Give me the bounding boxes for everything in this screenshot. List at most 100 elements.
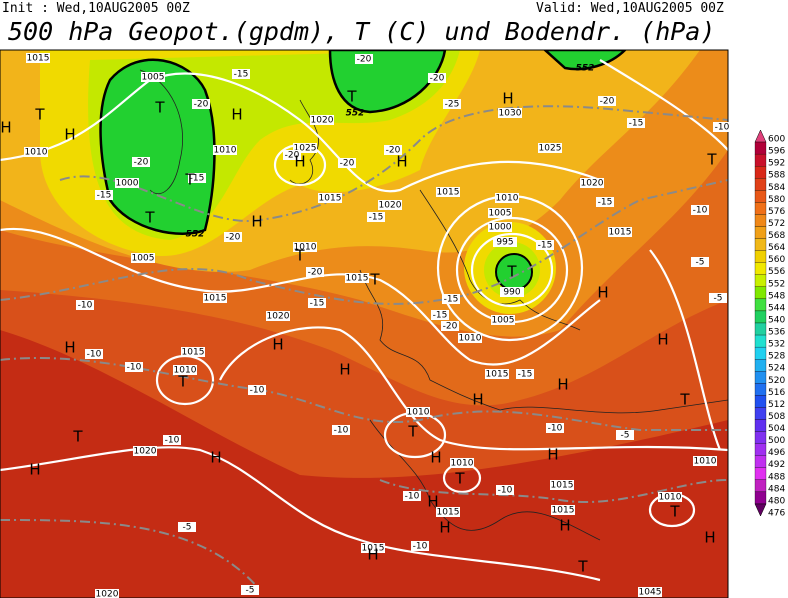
isobar-label: 1020: [581, 179, 604, 189]
isotherm-label-box: [691, 205, 709, 215]
colorbar-swatch: [754, 298, 767, 312]
isobar-label: 995: [496, 238, 513, 248]
colorbar: 600 596 592 588 584 580 576 572 568 564 560 556 552 5…: [754, 129, 785, 518]
pressure-center: H: [430, 449, 441, 467]
colorbar-swatch: [754, 178, 767, 191]
pressure-center: T: [369, 271, 380, 289]
colorbar-swatch: [754, 141, 767, 155]
isotherm-label-box: [308, 298, 326, 308]
pressure-center: H: [559, 517, 570, 535]
isobar-label: 1015: [552, 506, 575, 516]
isotherm-label-box: [338, 158, 356, 168]
isobar-label: 1020: [311, 116, 334, 126]
isobar-label: 1015: [182, 348, 205, 358]
colorbar-label: 496: [768, 448, 785, 458]
isobar-label: 1010: [451, 459, 474, 469]
init-time: Init : Wed,10AUG2005 00Z: [2, 1, 190, 16]
pressure-center: H: [704, 529, 715, 547]
isotherm-label-box: [224, 232, 242, 242]
pressure-center: H: [272, 336, 283, 354]
isotherm-label-box: [241, 585, 259, 595]
isobar-label: 1005: [142, 73, 165, 83]
isobar-label-box: [500, 287, 524, 297]
isotherm-label-box: [188, 173, 206, 183]
pressure-center: H: [0, 119, 11, 137]
colorbar-swatch: [754, 274, 767, 287]
isotherm-label: -20: [600, 97, 615, 107]
pressure-center: T: [346, 88, 357, 106]
isobar-label: 1010: [659, 493, 682, 503]
isobar-label-box: [608, 227, 632, 237]
isobar-label-box: [266, 311, 290, 321]
isotherm-label-box: [95, 190, 113, 200]
isobar-label: 1030: [499, 109, 522, 119]
isotherm-label: -20: [443, 322, 458, 332]
isobar-label: 1020: [267, 312, 290, 322]
pressure-center: T: [177, 373, 188, 391]
colorbar-swatch: [754, 371, 767, 384]
pressure-center: H: [64, 126, 75, 144]
isotherm-label: -10: [78, 301, 93, 311]
colorbar-label: 568: [768, 231, 785, 241]
pressure-center: T: [506, 263, 517, 281]
isobar-label-box: [488, 222, 512, 232]
isotherm-label-box: [232, 69, 250, 79]
isobar-label: 1015: [27, 54, 50, 64]
isotherm-label-box: [616, 430, 634, 440]
isobar-label-box: [293, 242, 317, 252]
isotherm-label-box: [516, 369, 534, 379]
isotherm-label: -25: [445, 100, 460, 110]
colorbar-label: 584: [768, 183, 785, 193]
isotherm-label: -20: [386, 146, 401, 156]
colorbar-swatch: [754, 250, 767, 263]
pressure-center: T: [294, 247, 305, 265]
isotherm-label-box: [332, 425, 350, 435]
colorbar-label: 492: [768, 460, 785, 470]
colorbar-label: 508: [768, 412, 785, 422]
isotherm-label: -15: [629, 119, 644, 129]
isotherm-label-box: [411, 541, 429, 551]
pressure-center: H: [339, 361, 350, 379]
isotherm-label: -15: [190, 174, 205, 184]
isotherm-label: -10: [693, 206, 708, 216]
isobar-label-box: [436, 187, 460, 197]
isotherm-label-box: [85, 349, 103, 359]
colorbar-swatch: [754, 359, 767, 372]
isotherm-label: -15: [369, 213, 384, 223]
colorbar-label: 576: [768, 207, 785, 217]
colorbar-swatch: [754, 455, 767, 468]
isobar-label-box: [580, 178, 604, 188]
isotherm-label: -10: [715, 123, 730, 133]
pressure-center: T: [34, 106, 45, 124]
colorbar-swatch: [754, 166, 767, 179]
isobar-label-box: [310, 115, 334, 125]
isobar-label: 1015: [437, 188, 460, 198]
isobar-label: 1015: [551, 481, 574, 491]
isobar-label: 990: [503, 288, 520, 298]
isobar-label: 1015: [609, 228, 632, 238]
isobar-label-box: [26, 53, 50, 63]
isotherm-label-box: [441, 321, 459, 331]
isotherm-label-box: [496, 485, 514, 495]
colorbar-label: 504: [768, 424, 785, 434]
isotherm-label-box: [306, 267, 324, 277]
colorbar-label: 524: [768, 364, 785, 374]
colorbar-label: 520: [768, 376, 785, 386]
isotherm-label-box: [713, 122, 731, 132]
isobar-label-box: [345, 273, 369, 283]
isobar-label: 1010: [407, 408, 430, 418]
isotherm-label: -20: [226, 233, 241, 243]
isobar-label-box: [173, 365, 197, 375]
pressure-center: H: [439, 519, 450, 537]
isobar-label: 1020: [379, 201, 402, 211]
isobar-label: 1010: [294, 243, 317, 253]
isotherm-label-box: [192, 99, 210, 109]
isobar-label: 1015: [319, 194, 342, 204]
isobar-label-box: [498, 108, 522, 118]
isotherm-label: -20: [430, 74, 445, 84]
isotherm-label-box: [709, 293, 727, 303]
pressure-center: H: [231, 106, 242, 124]
colorbar-swatch: [754, 503, 767, 517]
isotherm-label-box: [132, 157, 150, 167]
colorbar-label: 476: [768, 508, 785, 518]
